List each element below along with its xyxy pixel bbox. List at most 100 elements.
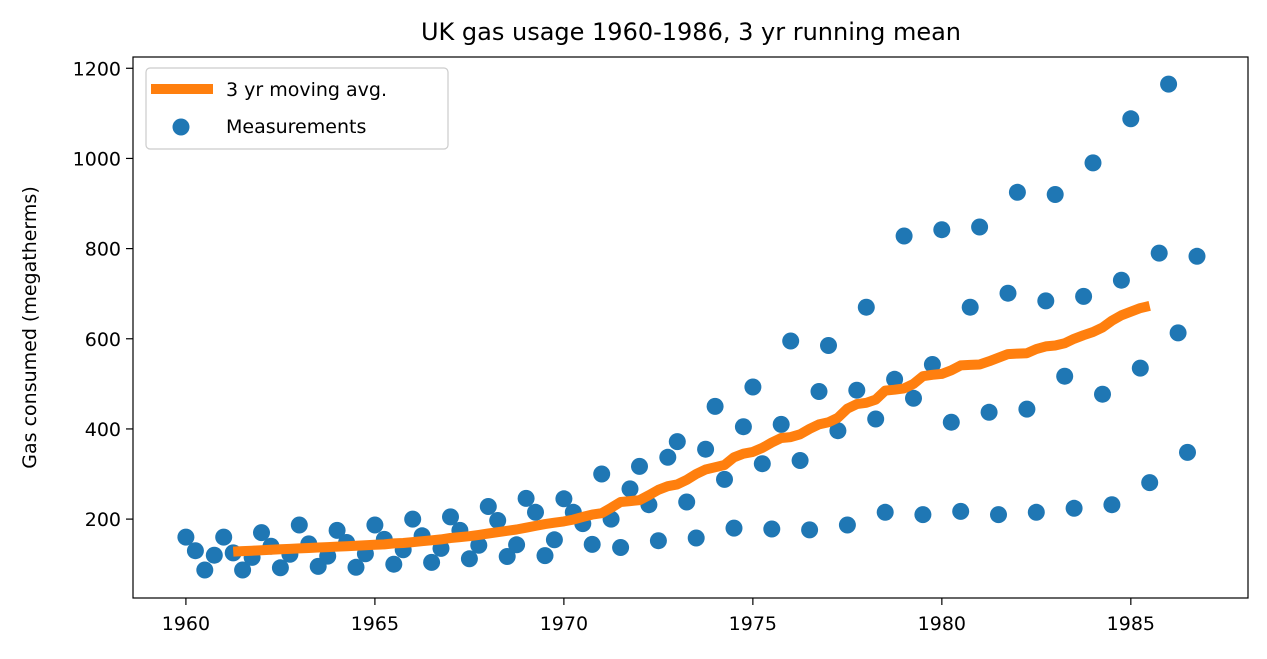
measurement-point xyxy=(1141,474,1159,492)
measurement-point xyxy=(1075,287,1093,305)
measurement-point xyxy=(734,418,752,436)
measurement-point xyxy=(753,455,771,473)
measurement-point xyxy=(801,521,819,539)
measurement-point xyxy=(1122,110,1140,128)
y-tick-label: 400 xyxy=(85,419,121,441)
measurement-point xyxy=(234,561,252,579)
measurement-point xyxy=(1018,400,1036,418)
measurement-point xyxy=(942,413,960,431)
measurement-point xyxy=(347,558,365,576)
measurement-point xyxy=(593,465,611,483)
measurement-point xyxy=(1160,75,1178,93)
plot-frame xyxy=(132,56,1249,599)
measurement-point xyxy=(271,559,289,577)
x-tick-label: 1965 xyxy=(351,613,399,635)
measurement-point xyxy=(933,221,951,239)
measurement-point xyxy=(1037,292,1055,310)
measurement-point xyxy=(1094,385,1111,403)
x-tick-label: 1980 xyxy=(918,613,966,635)
plot-area xyxy=(132,56,1249,599)
measurement-point xyxy=(914,506,932,524)
measurement-point xyxy=(366,516,384,534)
measurement-point xyxy=(621,480,639,498)
measurement-point xyxy=(423,553,441,571)
measurement-point xyxy=(328,521,346,539)
measurement-point xyxy=(649,532,667,550)
measurement-point xyxy=(205,546,223,564)
measurement-point xyxy=(961,298,979,316)
measurement-point xyxy=(479,498,497,515)
measurement-point xyxy=(555,490,573,508)
measurement-point xyxy=(196,561,214,579)
y-tick-label: 1200 xyxy=(73,58,121,80)
moving-average-line xyxy=(232,301,1151,557)
measurement-point xyxy=(498,548,516,565)
measurement-point xyxy=(782,332,800,350)
measurement-point xyxy=(186,542,204,560)
measurement-point xyxy=(253,524,270,542)
measurement-point xyxy=(1065,499,1083,517)
measurement-point xyxy=(1179,443,1196,461)
chart-title: UK gas usage 1960-1986, 3 yr running mea… xyxy=(421,18,961,46)
x-tick-label: 1975 xyxy=(729,613,777,635)
measurement-point xyxy=(631,457,648,475)
measurement-point xyxy=(687,529,705,547)
x-axis: 1960 1965 1970 1975 1980 1985 xyxy=(162,598,1155,635)
measurement-point xyxy=(545,531,563,549)
measurement-point xyxy=(470,536,488,554)
measurement-point xyxy=(706,397,724,415)
measurement-point xyxy=(385,555,403,573)
measurement-point xyxy=(810,383,828,400)
measurement-point xyxy=(612,539,630,556)
measurement-point xyxy=(177,528,195,546)
measurement-point xyxy=(829,422,847,440)
measurement-point xyxy=(952,502,970,520)
legend-point-swatch xyxy=(172,118,190,136)
measurement-point xyxy=(1084,154,1102,172)
measurement-point xyxy=(763,520,781,538)
x-tick-label: 1970 xyxy=(540,613,588,635)
measurement-point xyxy=(886,370,904,388)
x-tick-label: 1960 xyxy=(162,613,210,635)
measurement-point xyxy=(536,547,554,565)
measurement-point xyxy=(668,433,686,451)
measurement-point xyxy=(820,337,837,354)
measurement-point xyxy=(290,516,308,534)
measurement-point xyxy=(517,489,535,507)
y-axis: 200 400 600 800 1000 1200 xyxy=(73,58,133,531)
measurement-point xyxy=(460,550,478,568)
legend: 3 yr moving avg. Measurements xyxy=(145,67,449,150)
measurement-point xyxy=(905,389,922,407)
measurement-point xyxy=(895,227,913,245)
measurement-point xyxy=(716,470,733,488)
measurement-point xyxy=(980,403,998,421)
measurement-point xyxy=(527,503,544,521)
measurement-point xyxy=(867,410,885,428)
measurement-point xyxy=(876,503,894,521)
measurement-point xyxy=(1008,183,1026,201)
measurement-point xyxy=(1027,503,1045,521)
measurement-point xyxy=(678,493,696,511)
measurement-point xyxy=(838,516,856,534)
y-tick-label: 1000 xyxy=(73,148,121,170)
measurement-point xyxy=(1056,367,1074,385)
measurement-point xyxy=(848,381,866,399)
legend-label-moving-average: 3 yr moving avg. xyxy=(226,79,387,101)
legend-label-measurements: Measurements xyxy=(226,116,366,138)
measurement-point xyxy=(1131,359,1149,377)
measurement-point xyxy=(1169,324,1187,342)
measurement-point xyxy=(404,510,422,528)
measurement-point xyxy=(791,452,809,469)
measurement-point xyxy=(725,519,743,537)
y-axis-label: Gas consumed (megatherms) xyxy=(19,186,41,468)
measurement-point xyxy=(442,508,459,526)
y-tick-label: 600 xyxy=(85,329,121,351)
measurement-point xyxy=(772,415,790,433)
measurement-point xyxy=(508,536,526,554)
y-tick-label: 200 xyxy=(85,509,121,531)
measurement-point xyxy=(1188,247,1206,265)
measurement-point xyxy=(1046,186,1064,203)
measurement-point xyxy=(583,535,601,553)
legend-box xyxy=(145,67,449,150)
